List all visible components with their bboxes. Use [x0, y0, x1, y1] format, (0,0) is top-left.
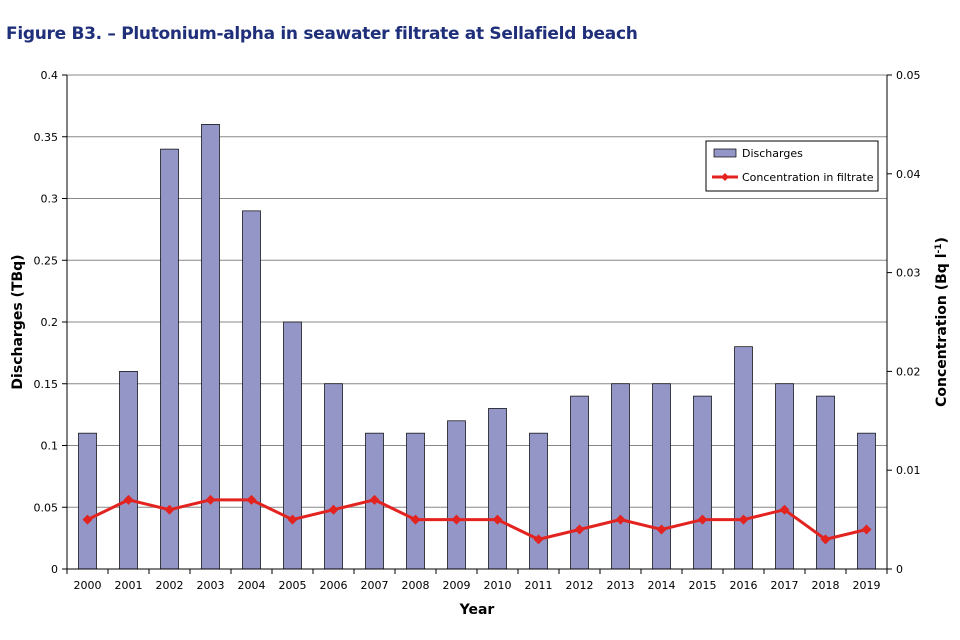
y-tick-label: 0.3 [41, 193, 59, 206]
legend: Discharges Concentration in filtrate [705, 140, 879, 192]
concentration-point-2009 [451, 514, 462, 525]
x-tick-label: 2000 [74, 579, 102, 592]
y2-axis-label: Concentration (Bq l-1) [934, 237, 950, 407]
x-tick-label: 2007 [361, 579, 389, 592]
x-tick-label: 2018 [812, 579, 840, 592]
x-tick-label: 2006 [320, 579, 348, 592]
x-tick-label: 2004 [238, 579, 266, 592]
y-tick-label: 0 [51, 563, 58, 576]
bar-2017 [775, 383, 794, 570]
bar-2019 [857, 432, 876, 570]
x-tick-label: 2015 [689, 579, 717, 592]
y2-tick-label: 0 [896, 563, 903, 576]
x-tick-label: 2010 [484, 579, 512, 592]
bar-2001 [119, 371, 138, 570]
concentration-point-2014 [656, 524, 667, 535]
y2-tick-label: 0.05 [896, 69, 921, 82]
y-tick-label: 0.4 [41, 69, 59, 82]
concentration-point-2008 [410, 514, 421, 525]
bar-2015 [693, 395, 712, 570]
bar-2009 [447, 420, 466, 570]
bar-2011 [529, 432, 548, 570]
x-tick-label: 2016 [730, 579, 758, 592]
bar-2010 [488, 408, 507, 570]
concentration-point-2015 [697, 514, 708, 525]
legend-label-discharges: Discharges [742, 147, 803, 160]
figure-title: Figure B3. – Plutonium-alpha in seawater… [6, 24, 638, 44]
concentration-point-2018 [820, 534, 831, 545]
legend-label-concentration: Concentration in filtrate [742, 171, 874, 184]
bar-2013 [611, 383, 630, 570]
concentration-line [86, 498, 867, 541]
concentration-point-2013 [615, 514, 626, 525]
x-tick-label: 2017 [771, 579, 799, 592]
concentration-point-2011 [533, 534, 544, 545]
x-tick-label: 2012 [566, 579, 594, 592]
x-tick-label: 2014 [648, 579, 676, 592]
legend-swatch-discharges [713, 148, 737, 158]
concentration-point-2002 [164, 504, 175, 515]
bar-2016 [734, 346, 753, 570]
x-tick-label: 2013 [607, 579, 635, 592]
bar-2000 [78, 432, 97, 570]
concentration-point-2001 [123, 494, 134, 505]
y-tick-label: 0.05 [34, 501, 59, 514]
bar-2005 [283, 321, 302, 570]
y-tick-label: 0.15 [34, 378, 59, 391]
concentration-point-2004 [246, 494, 257, 505]
concentration-point-2005 [287, 514, 298, 525]
x-tick-label: 2008 [402, 579, 430, 592]
x-tick-label: 2003 [197, 579, 225, 592]
bar-2012 [570, 395, 589, 570]
y-tick-label: 0.35 [34, 131, 59, 144]
y2-tick-label: 0.02 [896, 365, 921, 378]
y-tick-label: 0.1 [41, 440, 59, 453]
x-tick-label: 2019 [853, 579, 881, 592]
concentration-point-2000 [82, 514, 93, 525]
x-tick-label: 2011 [525, 579, 553, 592]
y2-tick-label: 0.01 [896, 464, 921, 477]
y-axis-label: Discharges (TBq) [10, 254, 26, 389]
concentration-point-2006 [328, 504, 339, 515]
concentration-point-2003 [205, 494, 216, 505]
y2-tick-label: 0.04 [896, 168, 921, 181]
concentration-point-2012 [574, 524, 585, 535]
concentration-point-2017 [779, 504, 790, 515]
x-tick-label: 2001 [115, 579, 143, 592]
bar-2006 [324, 383, 343, 570]
x-tick-label: 2005 [279, 579, 307, 592]
concentration-point-2007 [369, 494, 380, 505]
bar-2008 [406, 432, 425, 570]
y2-tick-label: 0.03 [896, 267, 921, 280]
x-tick-label: 2009 [443, 579, 471, 592]
concentration-point-2019 [861, 524, 872, 535]
bar-2004 [242, 210, 261, 570]
y-tick-label: 0.25 [34, 254, 59, 267]
y-tick-label: 0.2 [41, 316, 59, 329]
x-axis-label: Year [459, 602, 495, 618]
x-tick-label: 2002 [156, 579, 184, 592]
bar-2014 [652, 383, 671, 570]
concentration-point-2016 [738, 514, 749, 525]
concentration-point-2010 [492, 514, 503, 525]
